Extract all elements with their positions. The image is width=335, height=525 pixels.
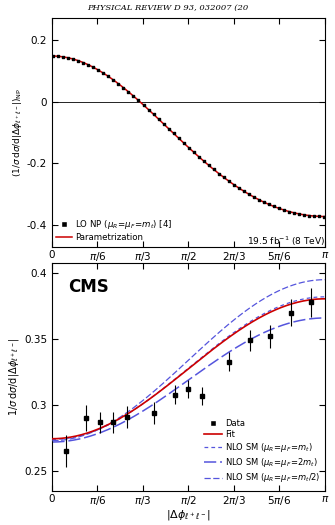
- Point: [186, 143, 191, 152]
- Point: [176, 134, 181, 142]
- Point: [206, 161, 211, 170]
- Point: [311, 212, 317, 220]
- Legend: Data, Fit, NLO SM ($\mu_R\!=\!\mu_F\!=\!m_t$), NLO SM ($\mu_R\!=\!\mu_F\!=\!2m_t: Data, Fit, NLO SM ($\mu_R\!=\!\mu_F\!=\!…: [204, 419, 321, 485]
- Point: [302, 211, 307, 219]
- Point: [226, 177, 231, 185]
- Point: [276, 204, 282, 213]
- Point: [256, 195, 262, 204]
- Point: [291, 208, 297, 217]
- Point: [166, 124, 171, 133]
- Point: [91, 63, 96, 71]
- Point: [56, 52, 61, 60]
- Point: [236, 184, 242, 192]
- Point: [316, 212, 322, 220]
- Point: [201, 157, 206, 165]
- Point: [116, 79, 121, 88]
- Point: [216, 169, 221, 177]
- Point: [251, 193, 257, 201]
- Point: [61, 52, 66, 61]
- Point: [241, 187, 247, 195]
- Point: [121, 83, 126, 92]
- Point: [246, 190, 252, 198]
- Point: [151, 110, 156, 119]
- Point: [196, 152, 201, 161]
- Point: [156, 115, 161, 123]
- Point: [126, 88, 131, 96]
- Point: [296, 209, 302, 218]
- Point: [101, 69, 106, 77]
- Text: 19.5 fb$^{-1}$ (8 TeV): 19.5 fb$^{-1}$ (8 TeV): [247, 234, 325, 248]
- Point: [141, 101, 146, 109]
- Point: [211, 165, 216, 174]
- Point: [161, 120, 166, 128]
- Text: CMS: CMS: [68, 278, 109, 297]
- Point: [171, 129, 176, 138]
- Point: [281, 206, 287, 214]
- Point: [271, 202, 277, 211]
- Point: [146, 106, 151, 114]
- Point: [96, 66, 101, 75]
- Y-axis label: $1/\sigma\,\mathrm{d}\sigma/\mathrm{d}|\Delta\phi_{\ell^+\ell^-}|$: $1/\sigma\,\mathrm{d}\sigma/\mathrm{d}|\…: [7, 338, 21, 416]
- Point: [106, 72, 111, 81]
- Point: [321, 212, 327, 220]
- X-axis label: $|\Delta\phi_{\ell^+\ell^-}|$: $|\Delta\phi_{\ell^+\ell^-}|$: [166, 264, 211, 278]
- Point: [136, 96, 141, 104]
- X-axis label: $|\Delta\phi_{\ell^+\ell^-}|$: $|\Delta\phi_{\ell^+\ell^-}|$: [166, 508, 211, 522]
- Point: [306, 212, 312, 220]
- Point: [131, 92, 136, 100]
- Point: [261, 198, 267, 206]
- Text: PHYSICAL REVIEW D 93, 032007 (20: PHYSICAL REVIEW D 93, 032007 (20: [87, 4, 248, 12]
- Point: [191, 148, 196, 156]
- Point: [221, 173, 226, 182]
- Legend: LO NP ($\mu_R\!=\!\mu_F\!=\!m_t$) [4], Parametrization: LO NP ($\mu_R\!=\!\mu_F\!=\!m_t$) [4], P…: [56, 218, 173, 243]
- Point: [51, 52, 56, 60]
- Point: [286, 207, 292, 216]
- Point: [266, 200, 272, 208]
- Y-axis label: $(1/\sigma\,\mathrm{d}\sigma/\mathrm{d}|\Delta\phi_{\ell^+\ell^-}|)_{\mathrm{NP}: $(1/\sigma\,\mathrm{d}\sigma/\mathrm{d}|…: [11, 88, 24, 177]
- Point: [231, 181, 237, 189]
- Point: [86, 60, 91, 69]
- Point: [111, 76, 116, 84]
- Point: [76, 57, 81, 65]
- Point: [181, 139, 186, 147]
- Point: [66, 54, 71, 62]
- Point: [71, 55, 76, 64]
- Point: [81, 58, 86, 67]
